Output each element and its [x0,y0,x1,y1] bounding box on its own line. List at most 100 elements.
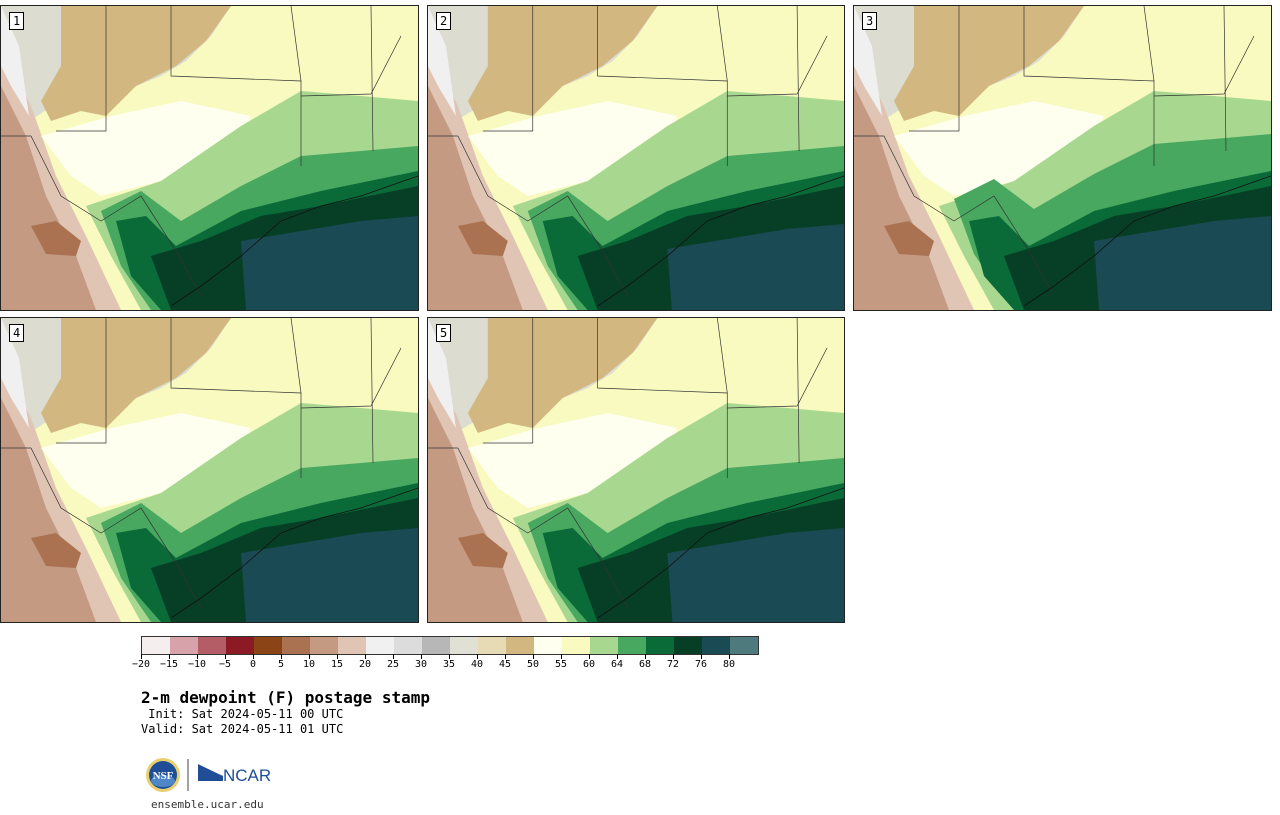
state-border [597,318,728,478]
colorbar-cell [646,637,674,654]
colorbar-tick [701,654,702,659]
colorbar-tick [617,654,618,659]
state-border [1223,6,1227,152]
colorbar-cell [702,637,730,654]
map-panel-3: 3 [853,5,1272,311]
panel-number-2: 2 [436,12,452,30]
dewpoint-5-10-field [457,533,508,568]
colorbar-tick [673,654,674,659]
dewpoint-45-50-field [467,318,658,433]
logos: NSF NCAR [146,758,271,792]
colorbar-tick [533,654,534,659]
colorbar-tick-label: 68 [638,659,652,670]
state-border [56,318,107,444]
colorbar-cell [142,637,170,654]
dewpoint-map-4 [1,318,418,622]
colorbar-tick-label: 76 [694,659,708,670]
panel-number-3: 3 [862,12,878,30]
colorbar-tick-label: −5 [218,659,232,670]
map-panel-4: 4 [0,317,419,623]
colorbar-tick-label: 15 [330,659,344,670]
dewpoint-45-50-field [894,6,1084,121]
nsf-logo-text: NSF [153,770,174,782]
state-border [30,135,202,297]
colorbar-tick [225,654,226,659]
site-url: ensemble.ucar.edu [151,798,264,811]
state-border [170,318,302,478]
init-time: Init: Sat 2024-05-11 00 UTC [141,707,344,721]
colorbar-tick [561,654,562,659]
dewpoint-20-25-field [854,6,882,116]
dewpoint-map-5 [428,318,844,622]
colorbar-tick-label: 80 [722,659,736,670]
state-border [170,6,302,166]
map-panel-5: 5 [427,317,845,623]
dewpoint-20-25-field [428,318,456,428]
state-border [290,318,302,394]
dewpoint-5-10-field [31,533,81,568]
colorbar-cell [450,637,478,654]
state-border [56,6,107,132]
colorbar-cell [282,637,310,654]
colorbar-tick-label: 25 [386,659,400,670]
colorbar-tick [309,654,310,659]
gulf-coastline [170,487,418,619]
colorbar-tick-label: 10 [302,659,316,670]
dewpoint-map-3 [854,6,1271,310]
dewpoint-map-2 [428,6,844,310]
colorbar-cell [198,637,226,654]
state-border [482,6,534,132]
colorbar-cell [170,637,198,654]
map-panel-1: 1 [0,5,419,311]
colorbar-cell [366,637,394,654]
colorbar-cell [674,637,702,654]
state-border [727,347,828,409]
state-border [30,447,202,609]
dewpoint-76-80-field [1094,216,1271,310]
colorbar-cell [394,637,422,654]
colorbar-cell [478,637,506,654]
colorbar-tick-label: 55 [554,659,568,670]
state-border [1143,6,1155,82]
colorbar-tick-label: 72 [666,659,680,670]
colorbar-tick-label: 60 [582,659,596,670]
state-border [716,318,728,394]
dewpoint-45-50-field [41,6,231,121]
colorbar-tick-label: 64 [610,659,624,670]
colorbar-tick-label: 50 [526,659,540,670]
dewpoint-76-80-field [241,528,418,622]
state-border [909,6,960,132]
panel-number-5: 5 [436,324,452,342]
colorbar-tick [449,654,450,659]
state-border [1023,6,1155,166]
colorbar-tick-label: 0 [249,659,257,670]
colorbar-tick-label: 30 [414,659,428,670]
dewpoint-20-25-field [428,6,456,116]
dewpoint-20-25-field [1,318,29,428]
state-border [457,135,628,297]
colorbar-cell [506,637,534,654]
colorbar-cell [618,637,646,654]
colorbar-cell [226,637,254,654]
ncar-logo-text: NCAR [223,766,271,785]
state-border [290,6,302,82]
colorbar-cell [730,637,758,654]
panel-number-4: 4 [9,324,25,342]
gulf-coastline [597,175,844,307]
colorbar-tick-label: 40 [470,659,484,670]
dewpoint-76-80-field [241,216,418,310]
dewpoint-5-10-field [884,221,934,256]
dewpoint-76-80-field [667,528,844,622]
colorbar-cell [590,637,618,654]
colorbar-tick [645,654,646,659]
colorbar-tick [141,654,142,659]
colorbar-tick-label: 35 [442,659,456,670]
colorbar-tick [421,654,422,659]
valid-time: Valid: Sat 2024-05-11 01 UTC [141,722,344,736]
state-border [796,318,800,464]
state-border [796,6,800,152]
colorbar-cell [562,637,590,654]
dewpoint-45-50-field [41,318,231,433]
state-border [883,135,1055,297]
colorbar-tick [505,654,506,659]
